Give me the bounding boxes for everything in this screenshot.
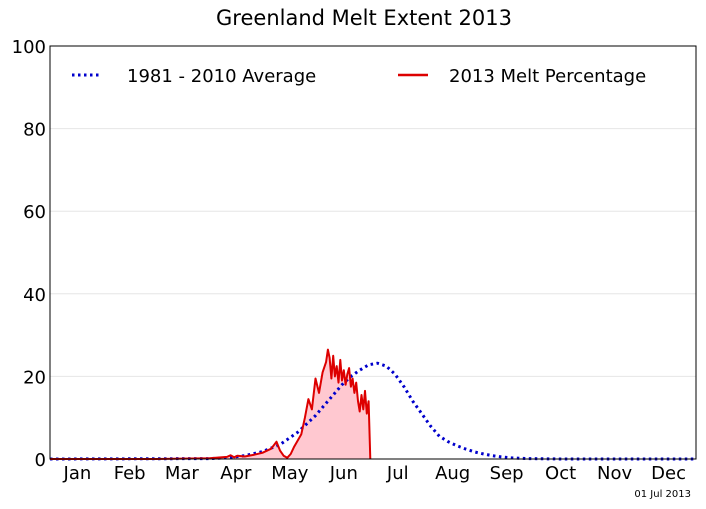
series-lines: [49, 348, 696, 461]
x-tick-label: May: [271, 463, 309, 484]
grid-lines: [50, 128, 696, 377]
plot-frame: [49, 45, 697, 460]
legend: 1981 - 2010 Average 2013 Melt Percentage: [72, 66, 646, 87]
x-tick-label: Oct: [545, 463, 576, 484]
y-tick-label: 60: [23, 202, 46, 223]
y-tick-label: 0: [35, 450, 46, 471]
x-tick-label: Apr: [220, 463, 252, 484]
x-tick-label: Sep: [490, 463, 524, 484]
melt-fill-area: [50, 349, 371, 459]
date-stamp: 01 Jul 2013: [634, 489, 691, 500]
y-tick-label: 80: [23, 120, 46, 141]
x-tick-label: Dec: [651, 463, 686, 484]
y-tick-label: 20: [23, 367, 46, 388]
x-tick-label: Nov: [597, 463, 632, 484]
series-fill-2: [50, 349, 371, 459]
x-axis-ticks: Jan Feb Mar Apr May Jun Jul Aug Sep Oct Nov Dec: [63, 463, 686, 484]
x-tick-label: Jun: [329, 463, 358, 484]
x-tick-label: Jan: [63, 463, 92, 484]
y-tick-label: 100: [12, 37, 46, 58]
legend-average-label: 1981 - 2010 Average: [127, 66, 316, 87]
y-tick-label: 40: [23, 285, 46, 306]
legend-2013-label: 2013 Melt Percentage: [449, 66, 646, 87]
y-axis-ticks: 0 20 40 60 80 100: [12, 37, 46, 471]
series-line-1: [49, 361, 696, 461]
x-tick-label: Jul: [386, 463, 409, 484]
x-tick-label: Aug: [435, 463, 470, 484]
x-tick-label: Mar: [165, 463, 200, 484]
chart-title: Greenland Melt Extent 2013: [216, 6, 512, 30]
series-line-2: [50, 348, 372, 460]
x-tick-label: Feb: [114, 463, 146, 484]
